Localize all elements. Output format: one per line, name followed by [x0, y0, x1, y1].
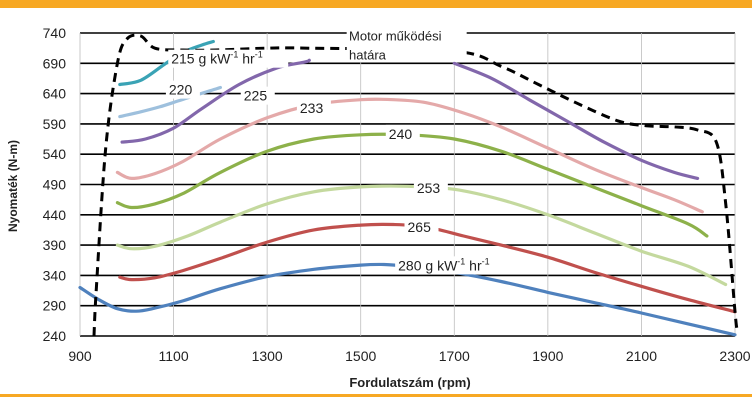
series-label: 240: [389, 126, 413, 142]
boundary-label: határa: [349, 47, 387, 62]
series-label: 233: [300, 100, 324, 116]
series-label-bg: [404, 218, 439, 237]
y-tick-label: 690: [43, 55, 67, 71]
x-axis-ticks: 900 1100 1300 1500 1700 1900 2100 2300: [68, 348, 750, 364]
series-label: 253: [417, 180, 441, 196]
series-label: 220: [169, 82, 193, 98]
series-line: [78, 262, 737, 337]
series-line: [452, 61, 700, 180]
series-line: [115, 184, 728, 287]
y-tick-label: 490: [43, 177, 67, 193]
series-label: 225: [244, 88, 268, 104]
series-label: 215 g kW-1 hr-1: [171, 50, 263, 67]
y-tick-label: 440: [43, 207, 67, 223]
x-tick-label: 1700: [439, 348, 470, 364]
operating-boundary: Motor működési határa: [92, 28, 739, 337]
x-tick-label: 1100: [159, 348, 189, 364]
series-label-bg: [296, 98, 331, 117]
y-tick-label: 740: [43, 25, 67, 41]
series-labels: 215 g kW-1 hr-1 220 225 233 240 253 265 280 g k…: [165, 49, 516, 275]
series-label-bg: [413, 178, 448, 197]
y-axis-ticks: 240 290 340 390 440 490 540 590 640 690 740: [43, 25, 67, 344]
x-tick-label: 1500: [345, 348, 376, 364]
boundary-label: Motor működési: [349, 28, 442, 43]
y-tick-label: 340: [43, 267, 67, 283]
x-tick-label: 900: [68, 348, 92, 364]
bottom-border: [0, 394, 752, 397]
y-tick-label: 240: [43, 328, 67, 344]
series-line: [115, 97, 704, 214]
series-label: 280 g kW-1 hr-1: [398, 256, 490, 273]
series-lines: [78, 39, 737, 337]
x-axis-label: Fordulatszám (rpm): [349, 375, 470, 390]
series-line: [118, 222, 737, 314]
x-tick-label: 1300: [252, 348, 283, 364]
top-border: [0, 0, 752, 8]
series-line: [115, 132, 709, 238]
y-tick-label: 590: [43, 116, 67, 132]
y-tick-label: 540: [43, 146, 67, 162]
series-label-bg: [168, 49, 289, 68]
y-tick-label: 290: [43, 298, 67, 314]
boundary-label-bg: [346, 31, 467, 62]
x-tick-label: 2300: [719, 348, 750, 364]
y-tick-label: 390: [43, 237, 67, 253]
series-label-bg: [395, 256, 516, 275]
series-label-bg: [240, 86, 275, 105]
y-tick-label: 640: [43, 86, 67, 102]
y-axis-label: Nyomaték (N-m): [6, 140, 20, 232]
series-label: 265: [408, 219, 432, 235]
x-tick-label: 2100: [626, 348, 657, 364]
x-tick-label: 1900: [532, 348, 563, 364]
series-label-bg: [385, 124, 420, 143]
series-line: [120, 58, 311, 144]
series-label-bg: [165, 80, 200, 99]
